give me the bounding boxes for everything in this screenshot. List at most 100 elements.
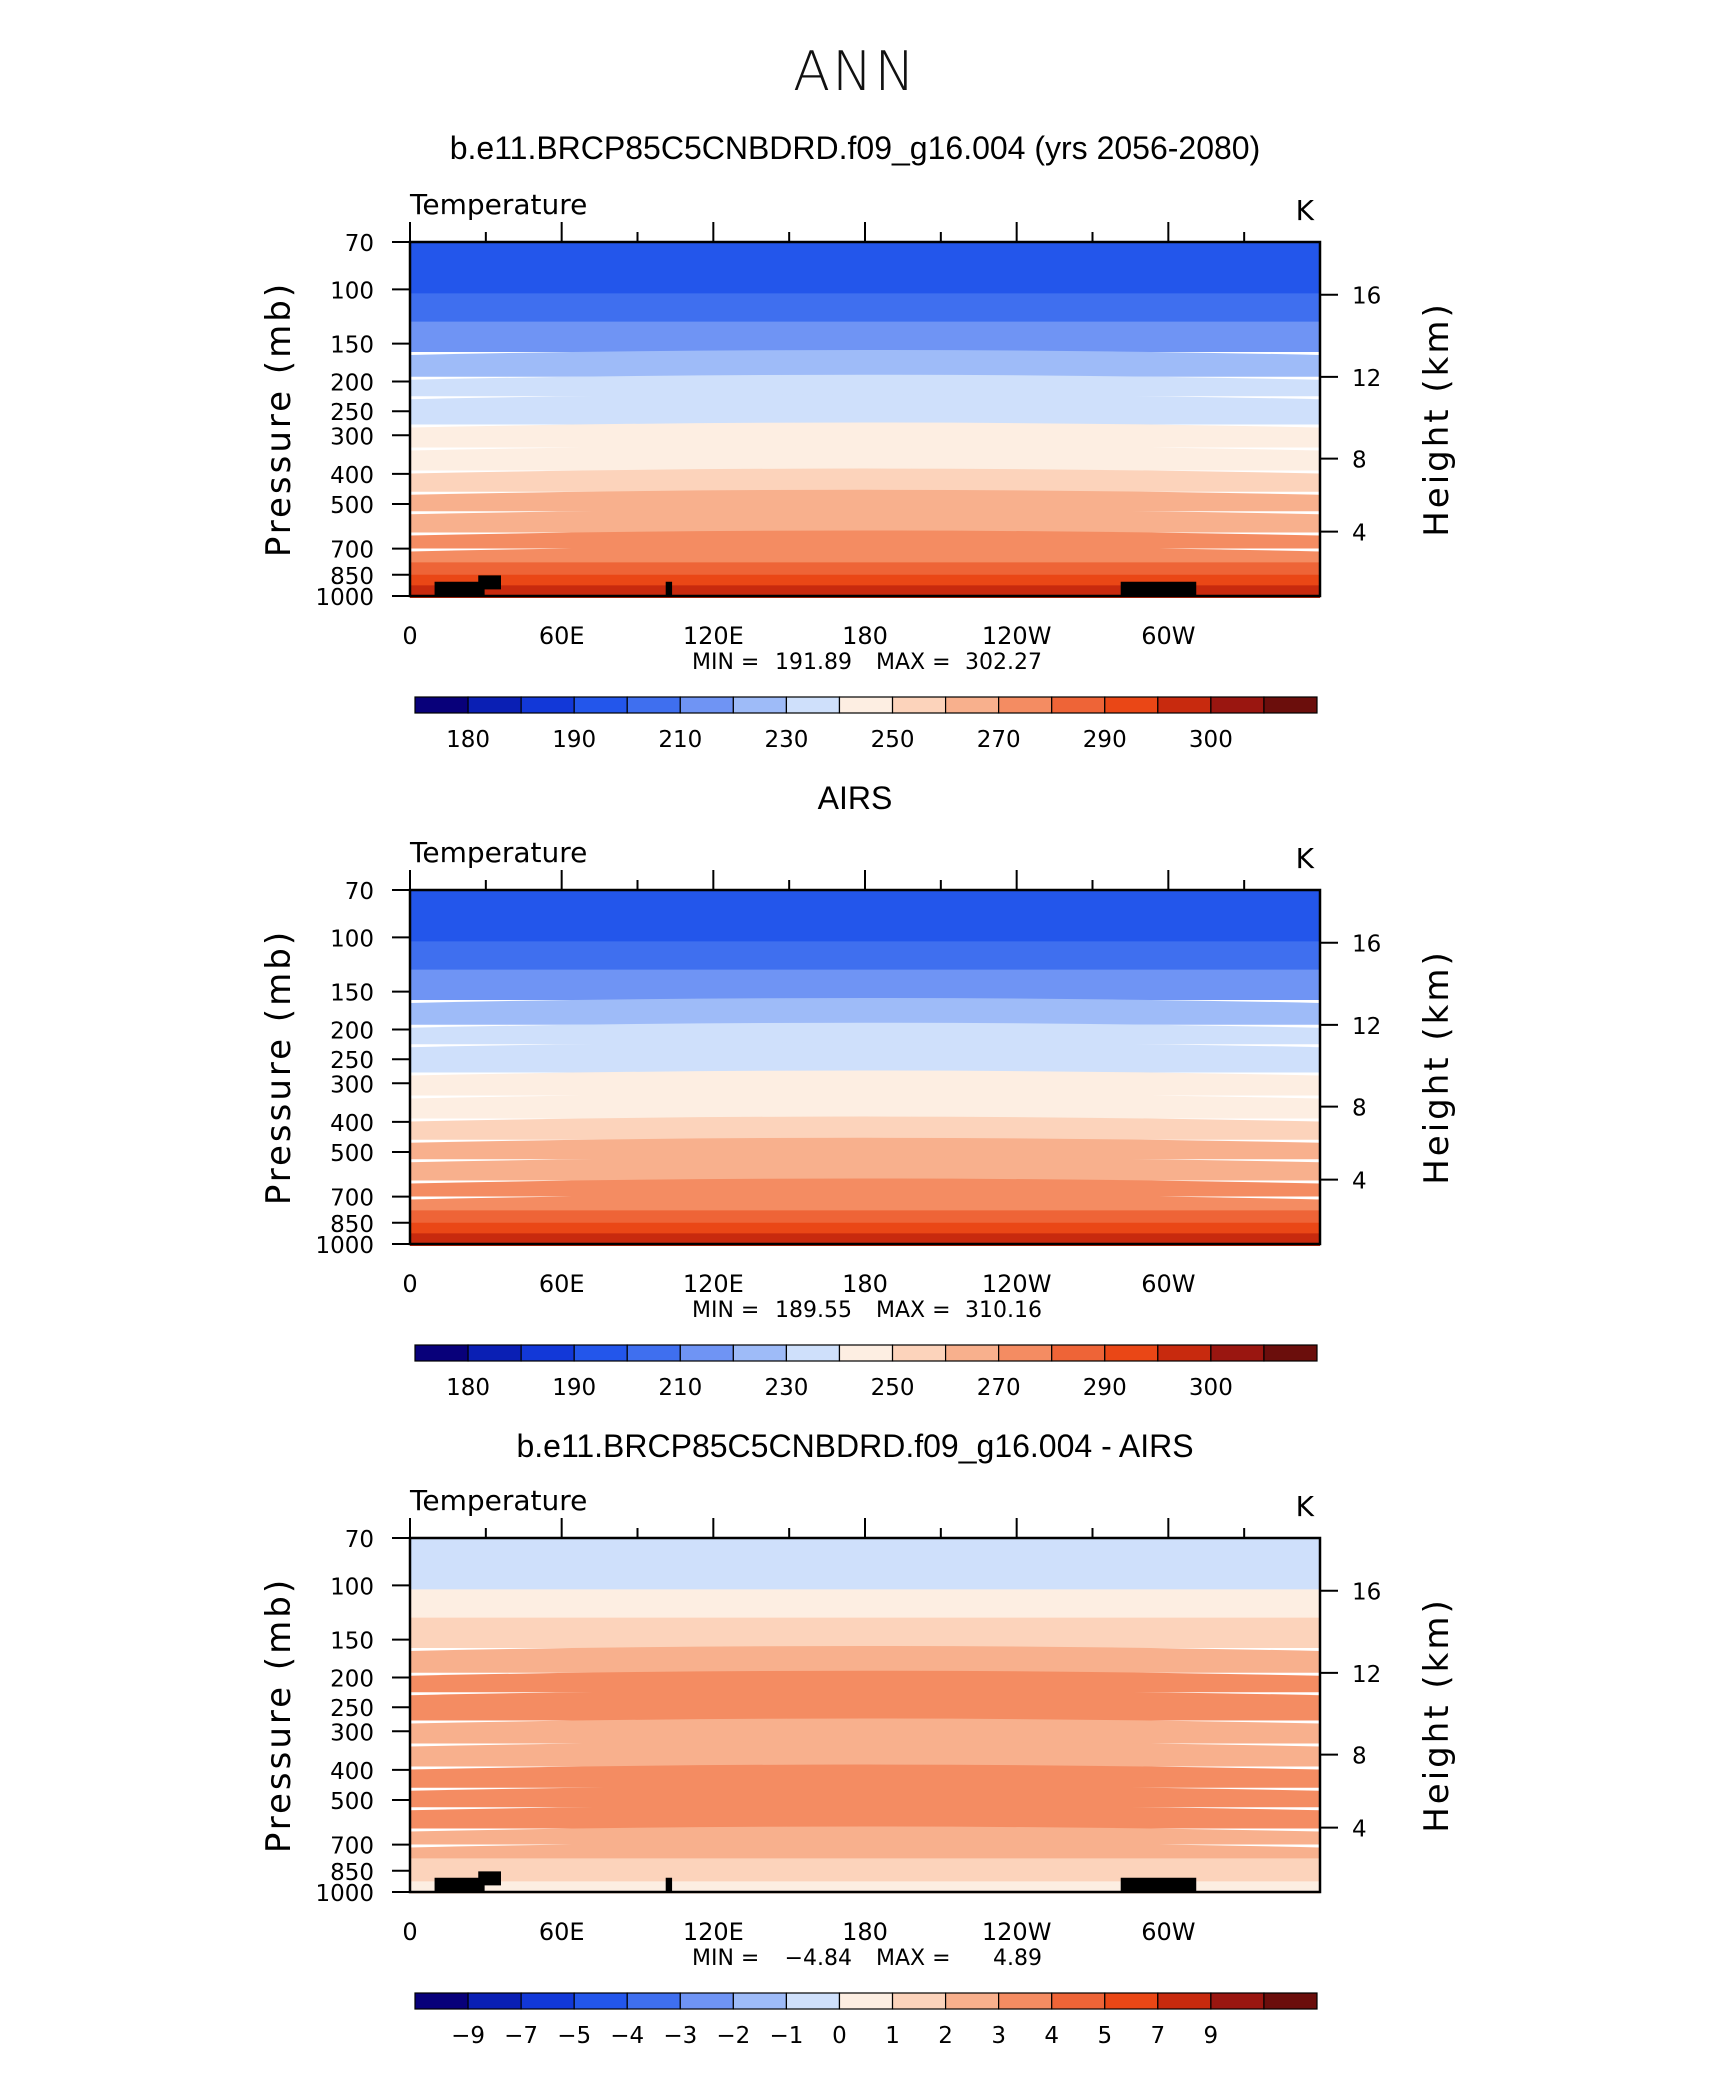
panel-3-colorbar-swatch — [1104, 1992, 1159, 2010]
panel-1-colorbar-swatch — [838, 696, 894, 714]
panel-2-max-label: MAX = — [876, 1298, 951, 1323]
panel-2-colorbar-label: 270 — [977, 1375, 1021, 1401]
panel-2-units-label: K — [1296, 842, 1315, 875]
panel-3-y2-axis-title: Height (km) — [1417, 1597, 1457, 1833]
panel-1-y-tick-label: 1000 — [315, 585, 374, 611]
panel-1-colorbar-swatch — [467, 696, 522, 714]
panel-3-colorbar-label: −4 — [610, 2023, 644, 2049]
panel-2-y-tick-label: 500 — [330, 1141, 374, 1167]
panel-3-y-tick-label: 200 — [330, 1666, 374, 1692]
panel-3-colorbar-swatch — [520, 1992, 575, 2010]
panel-3-colorbar-label: 5 — [1097, 2023, 1112, 2049]
panel-3-colorbar-swatch — [1263, 1992, 1318, 2010]
panel-1-colorbar-swatch — [679, 696, 734, 714]
panel-1-x-tick-label: 60W — [1141, 622, 1195, 650]
panel-2-title: AIRS — [817, 780, 893, 816]
panel-3-x-tick-label: 120E — [683, 1918, 744, 1946]
panel-1-colorbar-swatch — [944, 696, 1000, 714]
panel-2-colorbar-swatch — [785, 1344, 841, 1362]
panel-1-y2-tick-label: 16 — [1352, 284, 1381, 310]
panel-3-contour-band — [410, 1718, 1320, 1744]
panel-1-contour-band — [410, 422, 1320, 448]
panel-2-y-tick-label: 850 — [330, 1212, 374, 1238]
panel-1-colorbar-swatch — [785, 696, 841, 714]
panel-3-contour-band — [410, 1741, 1320, 1767]
panel-1-contour-band — [410, 374, 1320, 397]
panel-2-colorbar-swatch — [1104, 1344, 1159, 1362]
panel-1-contour-band — [410, 468, 1320, 492]
panel-2-x-tick-label: 120E — [683, 1270, 744, 1298]
panel-1-y-tick-label: 700 — [330, 538, 374, 564]
panel-2-contour-band — [410, 1070, 1320, 1096]
panel-3-contour-band — [410, 1690, 1320, 1721]
panel-1-y2-axis-title: Height (km) — [1417, 301, 1457, 537]
panel-2-y-tick-label: 1000 — [315, 1233, 374, 1259]
panel-1-y-tick-label: 500 — [330, 493, 374, 519]
panel-3-colorbar-swatch — [944, 1992, 1000, 2010]
panel-3-y-tick-label: 850 — [330, 1860, 374, 1886]
panel-2-colorbar-swatch — [679, 1344, 734, 1362]
panel-1-y-tick-label: 250 — [330, 400, 374, 426]
panel-1-colorbar-swatch — [520, 696, 575, 714]
panel-3-max-label: MAX = — [876, 1946, 951, 1971]
panel-2-contour-band — [410, 1022, 1320, 1045]
panel-2-contour-band — [410, 969, 1320, 1000]
panel-1-y-tick-label: 400 — [330, 463, 374, 489]
panel-3-y-tick-label: 100 — [330, 1574, 374, 1600]
panel-1-contour-band — [410, 509, 1320, 533]
panel-2-colorbar-swatch — [838, 1344, 894, 1362]
panel-2-y-tick-label: 150 — [330, 981, 374, 1007]
panel-3-colorbar-label: −2 — [716, 2023, 750, 2049]
panel-3-contour-band — [410, 1764, 1320, 1788]
panel-1-y2-tick-label: 4 — [1352, 521, 1367, 547]
panel-1-colorbar-label: 190 — [552, 727, 596, 753]
panel-3-min-value: −4.84 — [785, 1946, 852, 1971]
panel-2-contour-band — [410, 1042, 1320, 1073]
panel-2-colorbar-swatch — [891, 1344, 947, 1362]
panel-2-colorbar-label: 290 — [1083, 1375, 1127, 1401]
panel-3-contour-band — [410, 1805, 1320, 1829]
panel-2-y-tick-label: 400 — [330, 1111, 374, 1137]
panel-2-contour-band — [410, 1093, 1320, 1119]
panel-2-y2-tick-label: 8 — [1352, 1096, 1367, 1122]
panel-3-y-tick-label: 250 — [330, 1696, 374, 1722]
panel-2-y2-tick-label: 16 — [1352, 932, 1381, 958]
panel-3-y2-tick-label: 8 — [1352, 1744, 1367, 1770]
panel-2-y2-tick-label: 12 — [1352, 1014, 1381, 1040]
panel-3-colorbar-swatch — [573, 1992, 628, 2010]
panel-3-contour-band — [410, 1870, 1320, 1884]
panel-3-colorbar-label: −3 — [663, 2023, 697, 2049]
panel-3-max-value: 4.89 — [993, 1946, 1042, 1971]
panel-1-y-axis-title: Pressure (mb) — [259, 281, 299, 557]
panel-3-colorbar-label: 9 — [1204, 2023, 1219, 2049]
panel-3-colorbar-label: 2 — [938, 2023, 953, 2049]
panel-1-contour-band — [410, 546, 1320, 565]
panel-2-y2-axis-title: Height (km) — [1417, 949, 1457, 1185]
panel-3-topography-mask — [434, 1877, 485, 1892]
panel-2-colorbar-label: 210 — [658, 1375, 702, 1401]
panel-2-contour-band — [410, 1137, 1320, 1160]
panel-3-y2-tick-label: 16 — [1352, 1580, 1381, 1606]
panel-1-colorbar-swatch — [626, 696, 681, 714]
panel-1-x-tick-label: 60E — [539, 622, 585, 650]
panel-2-colorbar-swatch — [944, 1344, 1000, 1362]
panel-3-colorbar-swatch — [1157, 1992, 1212, 2010]
panel-2-colorbar-label: 230 — [764, 1375, 808, 1401]
panel-1-colorbar-swatch — [1210, 696, 1265, 714]
panel-1-x-tick-label: 0 — [402, 622, 417, 650]
panel-3-x-tick-label: 60E — [539, 1918, 585, 1946]
panel-1-colorbar-swatch — [1104, 696, 1159, 714]
panel-3-topography-mask — [1120, 1877, 1197, 1892]
panel-3-colorbar-label: 0 — [832, 2023, 847, 2049]
panel-2-y-tick-label: 300 — [330, 1072, 374, 1098]
panel-2-min-label: MIN = — [692, 1298, 759, 1323]
panel-1-topography-mask — [1120, 581, 1197, 596]
panel-3-colorbar-swatch — [891, 1992, 947, 2010]
panel-3-topography-mask — [478, 1871, 501, 1886]
panel-1-units-label: K — [1296, 194, 1315, 227]
panel-1-contour-band — [410, 445, 1320, 471]
panel-3-y-tick-label: 1000 — [315, 1881, 374, 1907]
panel-1-contour-band — [410, 349, 1320, 377]
panel-1-colorbar-label: 300 — [1189, 727, 1233, 753]
panel-1-colorbar-label: 250 — [871, 727, 915, 753]
